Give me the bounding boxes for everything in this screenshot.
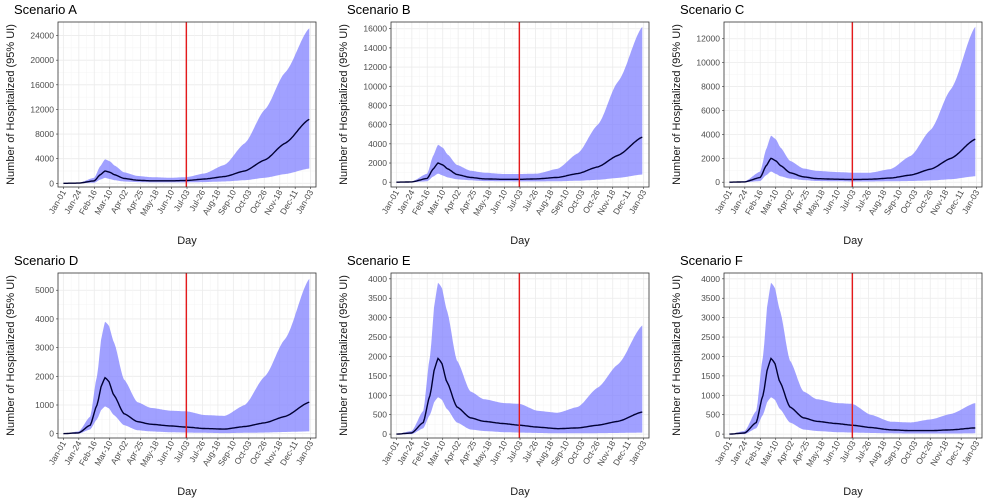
x-axis-label: Day — [510, 235, 530, 247]
y-tick-label: 2000 — [368, 351, 387, 361]
y-tick-label: 4000 — [35, 154, 54, 164]
y-tick-label: 16000 — [363, 24, 387, 34]
y-tick-label: 1000 — [368, 390, 387, 400]
panel-title: Scenario F — [680, 253, 743, 268]
y-tick-label: 2000 — [701, 153, 720, 163]
uncertainty-band — [396, 282, 643, 435]
y-tick-label: 2000 — [35, 371, 54, 381]
panel-title: Scenario D — [14, 253, 79, 268]
y-tick-label: 12000 — [30, 104, 54, 114]
y-tick-label: 2000 — [368, 158, 387, 168]
y-tick-label: 0 — [49, 429, 54, 439]
y-tick-label: 0 — [382, 429, 387, 439]
y-tick-label: 4000 — [368, 139, 387, 149]
uncertainty-band — [63, 28, 310, 184]
y-tick-label: 16000 — [30, 80, 54, 90]
y-tick-label: 2500 — [368, 332, 387, 342]
panel-scenario-e: Scenario E 0 500 1000 1500 2000 2500 3000 3500 4… — [333, 251, 666, 501]
y-tick-label: 1500 — [701, 371, 720, 381]
panel-title: Scenario A — [14, 2, 77, 17]
y-tick-label: 3000 — [701, 313, 720, 323]
panel-title: Scenario C — [680, 2, 745, 17]
panel-scenario-b: Scenario B 0 2000 4000 6000 8000 10000 12000 14… — [333, 0, 666, 250]
y-tick-label: 3500 — [368, 293, 387, 303]
y-tick-label: 8000 — [35, 129, 54, 139]
y-tick-label: 0 — [382, 177, 387, 187]
y-tick-label: 8000 — [701, 82, 720, 92]
y-tick-label: 1500 — [368, 371, 387, 381]
y-tick-label: 500 — [706, 410, 720, 420]
y-tick-label: 10000 — [363, 81, 387, 91]
y-axis-label: Number of Hospitalized (95% UI) — [338, 275, 350, 436]
y-tick-label: 2000 — [701, 351, 720, 361]
y-tick-label: 4000 — [701, 274, 720, 284]
y-tick-label: 10000 — [696, 58, 720, 68]
x-axis-label: Day — [177, 235, 197, 247]
uncertainty-band — [729, 282, 976, 435]
y-tick-label: 4000 — [701, 129, 720, 139]
y-tick-label: 20000 — [30, 55, 54, 65]
y-tick-label: 24000 — [30, 31, 54, 41]
x-axis-label: Day — [510, 486, 530, 498]
y-tick-label: 1000 — [701, 390, 720, 400]
y-tick-label: 2500 — [701, 332, 720, 342]
y-tick-label: 4000 — [35, 314, 54, 324]
uncertainty-band — [63, 278, 310, 434]
x-axis-label: Day — [843, 235, 863, 247]
y-axis-label: Number of Hospitalized (95% UI) — [5, 24, 17, 185]
y-tick-label: 12000 — [363, 62, 387, 72]
y-tick-label: 0 — [49, 178, 54, 188]
y-axis-label: Number of Hospitalized (95% UI) — [338, 24, 350, 185]
y-tick-label: 0 — [715, 429, 720, 439]
uncertainty-band — [396, 26, 643, 183]
y-axis-label: Number of Hospitalized (95% UI) — [5, 275, 17, 436]
x-axis-label: Day — [177, 486, 197, 498]
y-tick-label: 6000 — [701, 105, 720, 115]
plot-area: 010002000300040005000Jan-01Jan-24Feb-16M… — [5, 272, 317, 498]
x-axis-label: Day — [843, 486, 863, 498]
panel-title: Scenario B — [347, 2, 411, 17]
panel-scenario-f: Scenario F 0 500 1000 1500 2000 2500 3000 3500 4… — [666, 251, 999, 501]
y-tick-label: 500 — [373, 410, 387, 420]
y-tick-label: 3000 — [368, 313, 387, 323]
y-axis-label: Number of Hospitalized (95% UI) — [671, 275, 683, 436]
y-tick-label: 12000 — [696, 34, 720, 44]
y-tick-label: 4000 — [368, 274, 387, 284]
uncertainty-band — [729, 26, 976, 183]
panel-scenario-a: Scenario A 0 4000 8000 12000 16000 20000 24000… — [0, 0, 333, 250]
panel-scenario-d: Scenario D 0 1000 2000 3000 4000 5000 Jan-01 Ja… — [0, 251, 333, 501]
plot-area: 020004000600080001000012000Jan-01Jan-24F… — [671, 21, 983, 247]
panel-title: Scenario E — [347, 253, 411, 268]
plot-area: 0200040006000800010000120001400016000Jan… — [338, 21, 650, 247]
y-tick-label: 3000 — [35, 343, 54, 353]
y-tick-label: 5000 — [35, 285, 54, 295]
y-tick-label: 6000 — [368, 120, 387, 130]
y-tick-label: 1000 — [35, 400, 54, 410]
plot-area: 04000800012000160002000024000Jan-01Jan-2… — [5, 21, 317, 247]
y-tick-label: 14000 — [363, 43, 387, 53]
y-tick-label: 8000 — [368, 100, 387, 110]
y-tick-label: 0 — [715, 177, 720, 187]
plot-area: 05001000150020002500300035004000Jan-01Ja… — [338, 272, 650, 498]
panel-scenario-c: Scenario C 0 2000 4000 6000 8000 10000 12000 Ja… — [666, 0, 999, 250]
plot-area: 05001000150020002500300035004000Jan-01Ja… — [671, 272, 983, 498]
y-tick-label: 3500 — [701, 293, 720, 303]
y-axis-label: Number of Hospitalized (95% UI) — [671, 24, 683, 185]
